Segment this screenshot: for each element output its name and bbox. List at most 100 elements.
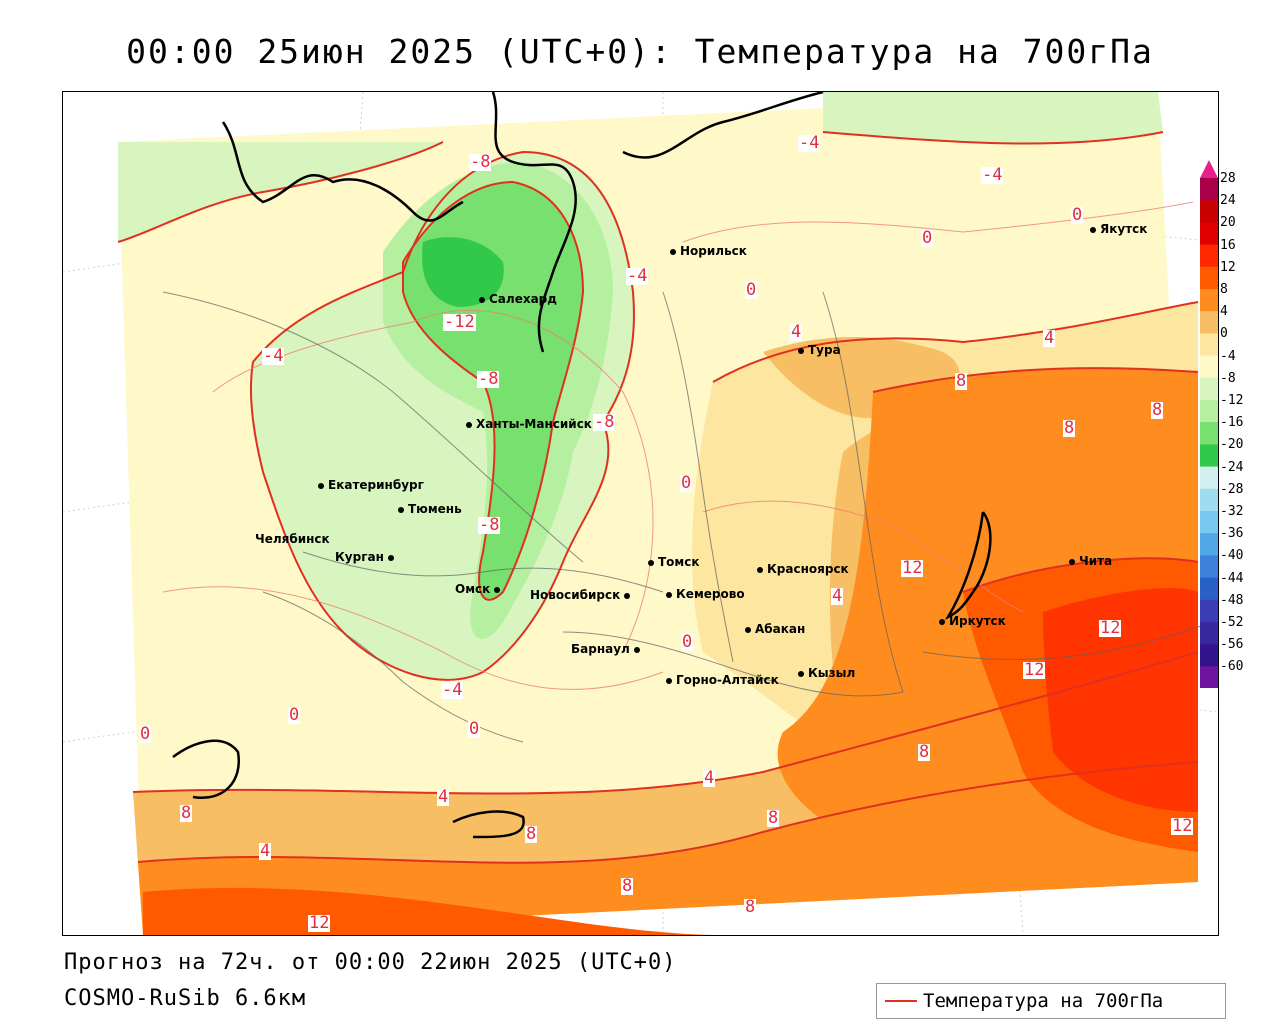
city-tomsk[interactable]: Томск xyxy=(648,555,700,569)
scale-swatch xyxy=(1200,577,1218,601)
city-marker-icon xyxy=(798,347,804,354)
scale-swatch xyxy=(1200,355,1218,379)
scale-swatch xyxy=(1200,311,1218,334)
city-norilsk[interactable]: Норильск xyxy=(670,244,747,258)
legend-line-swatch xyxy=(885,1000,917,1002)
scale-swatch xyxy=(1200,599,1218,623)
scale-tick-label: -60 xyxy=(1220,659,1244,675)
city-salekhard[interactable]: Салехард xyxy=(479,292,557,306)
scale-swatch xyxy=(1200,244,1218,268)
city-marker-icon xyxy=(633,646,640,653)
color-scale xyxy=(1200,160,1218,707)
temperature-map[interactable]: Норильск Якутск Салехард Тура Ханты-Манс… xyxy=(62,91,1219,936)
contour-label: -12 xyxy=(443,312,476,332)
contour-label: 12 xyxy=(1023,660,1046,680)
contour-label: 8 xyxy=(955,371,968,391)
contour-label: -4 xyxy=(981,165,1004,185)
legend-label: Температура на 700гПа xyxy=(923,990,1164,1012)
scale-swatch xyxy=(1200,289,1218,312)
isotherms xyxy=(117,131,1199,864)
city-chelyabinsk[interactable]: Челябинск xyxy=(255,532,330,546)
city-marker-icon xyxy=(670,248,676,255)
city-marker-icon xyxy=(798,670,804,677)
scale-tick-label: 28 xyxy=(1220,171,1236,186)
contour-label: 0 xyxy=(1071,205,1084,225)
scale-tick-label: 12 xyxy=(1220,259,1236,275)
city-krasnoyarsk[interactable]: Красноярск xyxy=(757,562,849,576)
city-tura[interactable]: Тура xyxy=(798,343,841,357)
scale-tick-label: -40 xyxy=(1220,548,1244,564)
contour-label: 0 xyxy=(681,632,694,652)
city-abakan[interactable]: Абакан xyxy=(745,622,805,636)
city-kyzyl[interactable]: Кызыл xyxy=(798,666,855,680)
city-marker-icon xyxy=(318,482,324,489)
scale-swatch xyxy=(1200,533,1218,556)
city-omsk[interactable]: Омск xyxy=(455,582,504,596)
contour-label: 0 xyxy=(468,719,481,739)
scale-tick-label: -16 xyxy=(1220,415,1244,431)
contour-label: 8 xyxy=(767,808,780,828)
map-title: 00:00 25июн 2025 (UTC+0): Температура на… xyxy=(126,32,1154,71)
scale-tick-label: -52 xyxy=(1220,615,1244,630)
city-marker-icon xyxy=(1090,226,1096,233)
scale-tick-label: 20 xyxy=(1220,215,1236,231)
city-yakutsk[interactable]: Якутск xyxy=(1090,222,1147,236)
contour-label: 8 xyxy=(918,742,931,762)
contour-label: 12 xyxy=(1099,618,1122,638)
contour-label: 8 xyxy=(1151,400,1164,420)
scale-swatch xyxy=(1200,178,1218,201)
scale-swatch xyxy=(1200,555,1218,579)
scale-swatch xyxy=(1200,377,1218,401)
forecast-info: Прогноз на 72ч. от 00:00 22июн 2025 (UTC… xyxy=(64,950,677,975)
city-kurgan[interactable]: Курган xyxy=(335,550,398,564)
scale-swatch xyxy=(1200,511,1218,534)
contour-label: 8 xyxy=(621,876,634,896)
contour-label: 12 xyxy=(901,558,924,578)
scale-swatch xyxy=(1200,422,1218,445)
scale-tick-label: -32 xyxy=(1220,504,1244,519)
contour-label: -4 xyxy=(798,133,821,153)
city-irkutsk[interactable]: Иркутск xyxy=(939,614,1006,628)
scale-swatch xyxy=(1200,222,1218,246)
contour-label: -8 xyxy=(593,412,616,432)
scale-tick-label: 8 xyxy=(1220,282,1228,297)
scale-tick-label: 4 xyxy=(1220,304,1228,320)
city-marker-icon xyxy=(387,554,394,561)
contour-label: 4 xyxy=(437,787,450,807)
scale-tick-label: -24 xyxy=(1220,459,1244,475)
scale-swatch xyxy=(1200,622,1218,645)
scale-swatch xyxy=(1200,466,1218,490)
scale-tick-label: 16 xyxy=(1220,237,1236,253)
city-marker-icon xyxy=(1069,558,1075,565)
city-barnaul[interactable]: Барнаул xyxy=(571,642,644,656)
scale-tick-label: -8 xyxy=(1220,370,1236,386)
model-name: COSMO-RuSib 6.6км xyxy=(64,986,307,1011)
city-marker-icon xyxy=(666,591,672,598)
scale-swatch xyxy=(1200,400,1218,423)
legend: Температура на 700гПа xyxy=(876,983,1226,1019)
scale-swatch xyxy=(1200,266,1218,290)
city-kemerovo[interactable]: Кемерово xyxy=(666,587,745,601)
scale-tick-label: -12 xyxy=(1220,393,1244,408)
contour-label: -4 xyxy=(626,266,649,286)
contour-label: 0 xyxy=(680,473,693,493)
city-chita[interactable]: Чита xyxy=(1069,554,1112,568)
contour-label: -8 xyxy=(469,152,492,172)
scale-tick-label: 0 xyxy=(1220,326,1228,342)
city-ekaterinburg[interactable]: Екатеринбург xyxy=(318,478,424,492)
scale-tick-label: -48 xyxy=(1220,592,1244,608)
city-marker-icon xyxy=(479,296,485,303)
city-khanty-mansiysk[interactable]: Ханты-Мансийск xyxy=(466,417,592,431)
contour-label: 4 xyxy=(259,841,272,861)
scale-swatch xyxy=(1200,333,1218,357)
color-scale-svg xyxy=(1200,160,1218,707)
city-gorno-altaysk[interactable]: Горно-Алтайск xyxy=(666,673,779,687)
contour-label: 8 xyxy=(744,897,757,917)
city-marker-icon xyxy=(648,559,654,566)
city-novosibirsk[interactable]: Новосибирск xyxy=(530,588,634,602)
map-canvas xyxy=(63,92,1218,935)
contour-label: 4 xyxy=(790,322,803,342)
contour-label: -4 xyxy=(262,346,285,366)
city-tyumen[interactable]: Тюмень xyxy=(398,502,462,516)
scale-tick-label: -56 xyxy=(1220,637,1244,653)
